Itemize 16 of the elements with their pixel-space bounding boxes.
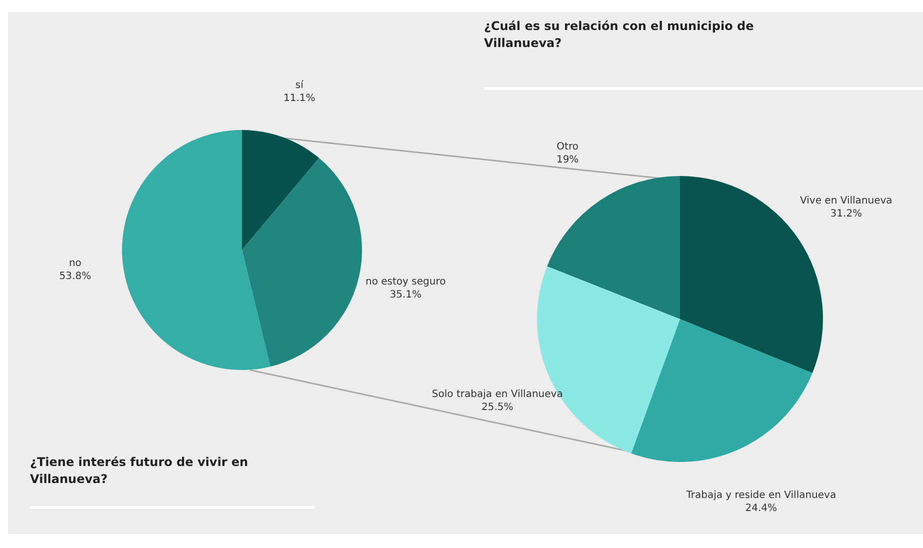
data-label: 19% [556, 154, 579, 166]
slice-label: Trabaja y reside en Villanueva [685, 490, 836, 502]
slice-label: no [68, 258, 82, 270]
slice-label: no estoy seguro [366, 276, 446, 288]
text: ¿Tiene interés futuro de vivir en Villanueva? [30, 454, 250, 488]
data-label: 31.2% [830, 208, 862, 220]
data-label: 35.1% [390, 289, 422, 300]
data-label: 24.4% [745, 503, 778, 514]
chart-title: ¿Cuál es su relación con el municipio de Villanueva? [484, 18, 755, 52]
slice-label: Solo trabaja en Villanueva [432, 389, 563, 400]
data-label: 53.8% [59, 271, 92, 282]
slice-label: Vive en Villanueva [800, 195, 892, 206]
slice-label: Otro [556, 141, 578, 152]
slice-label: sí [295, 80, 305, 92]
data-label: 11.1% [284, 93, 316, 104]
data-label: 25.5% [481, 402, 514, 414]
